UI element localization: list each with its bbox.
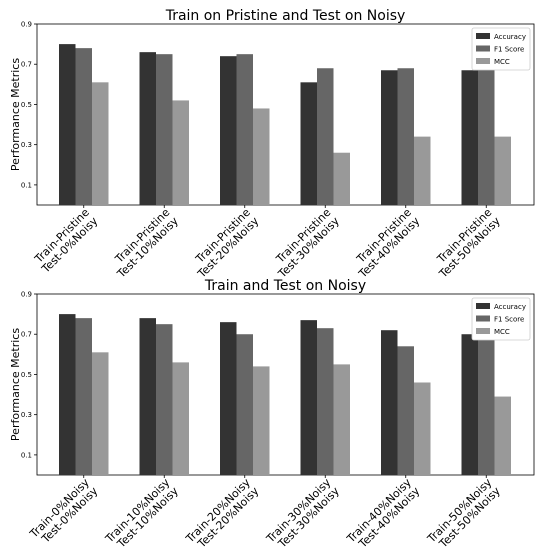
y-axis-label: Performance Metrics [9,58,22,171]
bar-f1-score [478,68,495,205]
y-tick-label: 0.1 [21,451,32,459]
chart-title: Train on Pristine and Test on Noisy [165,8,406,24]
bar-f1-score [397,68,414,205]
bar-mcc [414,382,431,475]
x-tick-label: Train-0%NoisyTest-0%Noisy [27,476,101,550]
bar-accuracy [381,330,398,475]
bar-accuracy [59,44,76,205]
bar-accuracy [381,70,398,205]
x-tick-label: Train-40%NoisyTest-40%Noisy [344,476,423,553]
bar-mcc [414,136,431,205]
bar-f1-score [317,68,334,205]
bar-f1-score [75,318,92,475]
x-tick-label: Train-PristineTest-30%Noisy [267,206,343,282]
bar-f1-score [156,54,173,205]
bar-mcc [253,366,270,475]
bar-accuracy [300,320,317,475]
bar-accuracy [139,318,156,475]
y-tick-label: 0.3 [21,141,32,149]
bar-accuracy [461,70,478,205]
legend-label: Accuracy [494,303,526,311]
legend: Accuracy F1 Score MCC [471,297,531,341]
plot-area [36,23,535,206]
bar-f1-score [236,54,253,205]
bar-f1-score [397,346,414,475]
x-tick-label: Train-PristineTest-0%Noisy [30,206,101,277]
bar-mcc [172,362,189,475]
legend: Accuracy F1 Score MCC [471,27,531,71]
legend-swatch [476,33,490,39]
y-tick-label: 0.7 [21,331,32,339]
bar-accuracy [220,56,237,205]
legend-swatch [476,315,490,322]
bar-f1-score [156,324,173,475]
x-tick-label: Train-10%NoisyTest-10%Noisy [102,476,181,553]
x-tick-label: Train-PristineTest-20%Noisy [186,206,262,282]
legend-swatch [476,328,490,334]
legend-label: Accuracy [494,33,526,41]
bar-mcc [333,364,350,475]
y-tick-label: 0.1 [21,181,32,189]
y-tick-label: 0.3 [21,411,32,419]
legend-swatch [476,303,490,309]
bar-f1-score [317,328,334,475]
y-tick-label: 0.9 [21,291,32,299]
chart-title: Train and Test on Noisy [204,278,366,294]
x-tick-label: Train-PristineTest-50%Noisy [428,206,504,282]
y-tick-label: 0.5 [21,101,32,109]
legend-label: MCC [494,328,510,336]
bar-accuracy [139,52,156,206]
legend-swatch [476,45,490,52]
x-tick-label: Train-PristineTest-10%Noisy [106,206,182,282]
legend-label: F1 Score [494,46,524,54]
y-axis-label: Performance Metrics [9,328,22,441]
bar-mcc [172,100,189,205]
y-tick-label: 0.9 [21,21,32,29]
bar-mcc [494,136,511,205]
x-tick-label: Train-30%NoisyTest-30%Noisy [263,476,342,553]
bar-mcc [253,108,270,205]
plot-area [36,293,535,476]
bar-f1-score [236,334,253,475]
y-tick-label: 0.5 [21,371,32,379]
bar-accuracy [59,314,76,475]
legend-swatch [476,58,490,64]
bar-accuracy [220,322,237,475]
chart-panel-1: Train on Pristine and Test on Noisy 0.1 0.… [9,8,535,282]
legend-label: F1 Score [494,316,524,324]
bar-accuracy [300,82,317,205]
bar-mcc [494,396,511,475]
bar-f1-score [75,48,92,206]
x-tick-label: Train-PristineTest-40%Noisy [347,206,423,282]
bar-mcc [333,152,350,205]
chart-panel-2: Train and Test on Noisy 0.1 0.3 0.5 0.7 0.9 Pe… [9,278,535,553]
bar-f1-score [478,338,495,475]
legend-label: MCC [494,58,510,66]
bar-mcc [92,352,109,475]
bar-accuracy [461,334,478,475]
x-tick-label: Train-20%NoisyTest-20%Noisy [183,476,262,553]
y-tick-label: 0.7 [21,61,32,69]
bar-mcc [92,82,109,205]
x-tick-label: Train-50%NoisyTest-50%Noisy [424,476,503,553]
